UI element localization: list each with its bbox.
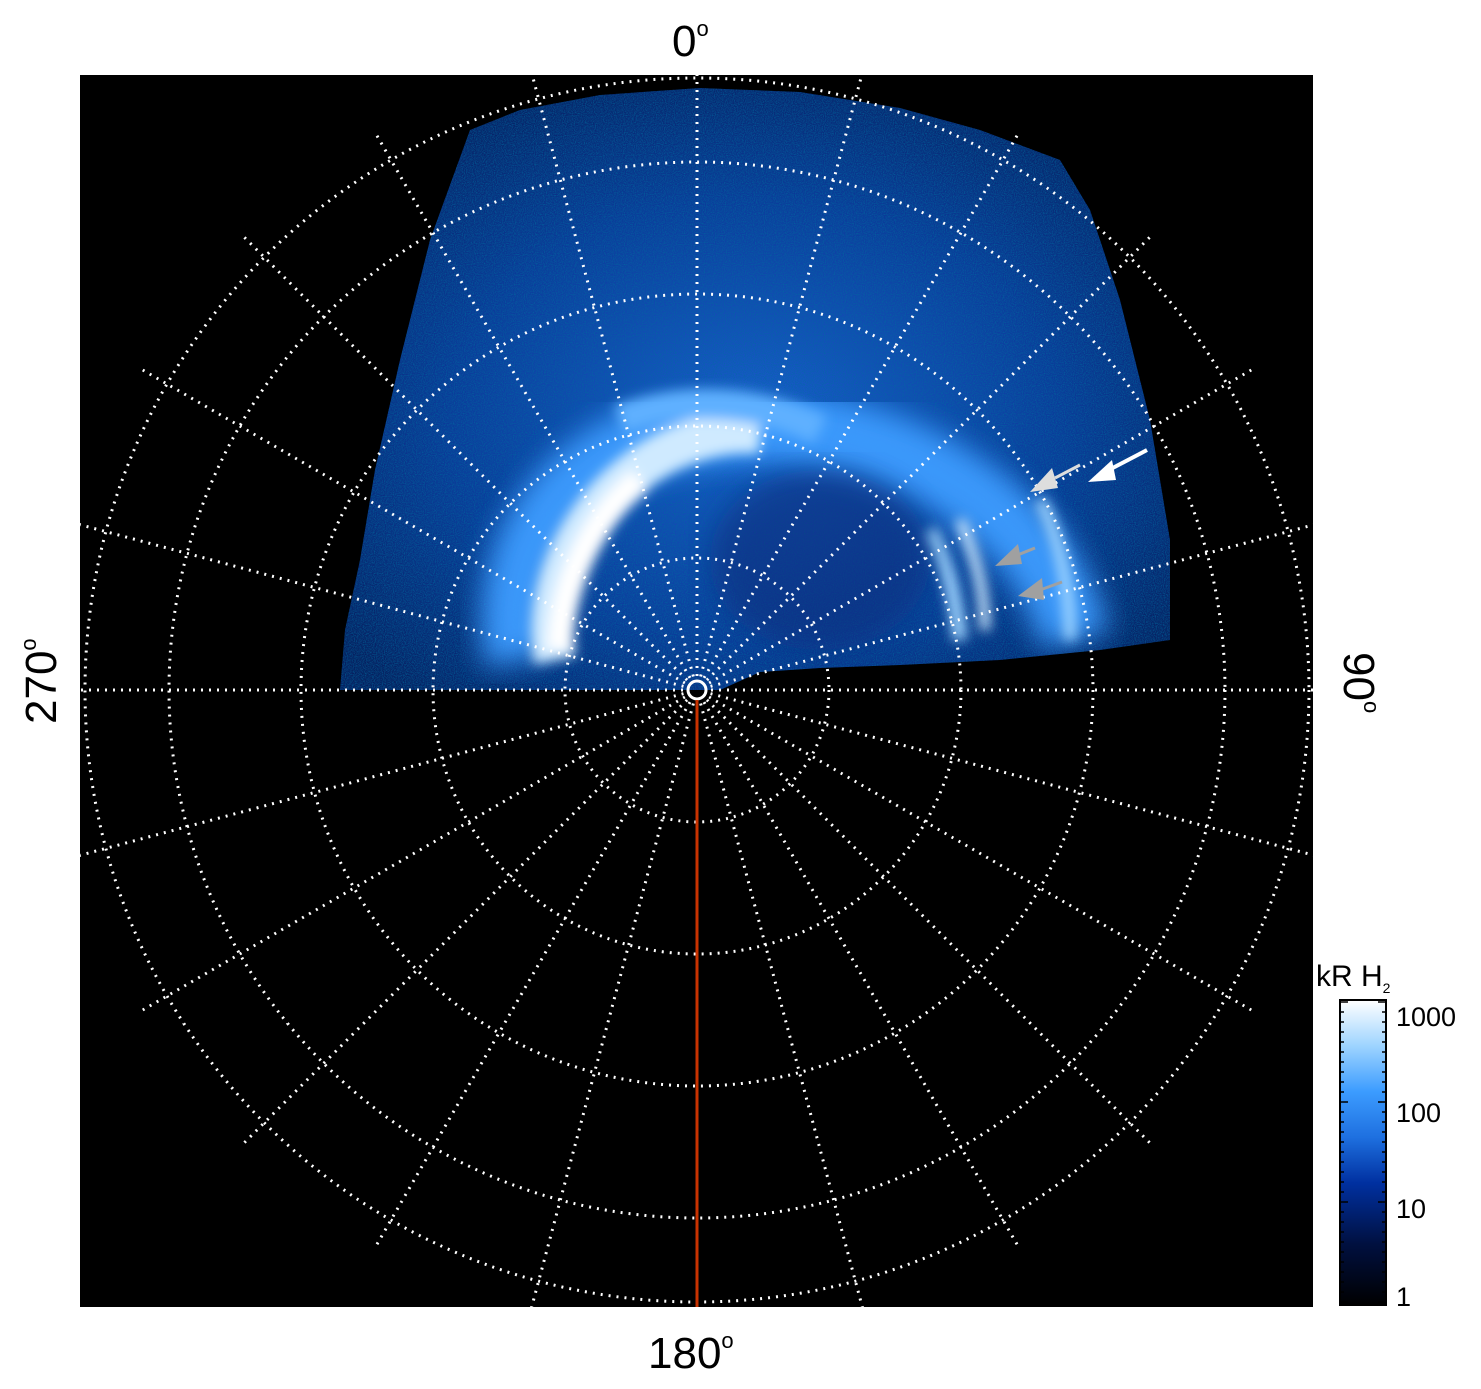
grid-spoke bbox=[530, 703, 695, 1307]
grid-spoke bbox=[80, 523, 684, 688]
grid-spoke bbox=[710, 692, 1313, 857]
grid-circle bbox=[563, 556, 831, 824]
grid-spoke bbox=[141, 695, 686, 1012]
grid-spoke bbox=[705, 236, 1151, 682]
colorbar-tick-label: 10 bbox=[1396, 1194, 1427, 1224]
grid-spoke bbox=[699, 703, 864, 1307]
arrow-grey-upper bbox=[995, 544, 1036, 566]
grid-circle bbox=[299, 292, 1095, 1088]
grid-spoke bbox=[708, 368, 1253, 685]
axis-label-top: 0o bbox=[672, 16, 709, 66]
grid-spoke bbox=[702, 134, 1019, 679]
grid-spoke bbox=[243, 236, 689, 682]
colorbar-tick-label: 1000 bbox=[1396, 1002, 1457, 1032]
grid-spoke bbox=[530, 75, 695, 677]
grid-spoke bbox=[699, 75, 864, 677]
arrow-white bbox=[1088, 448, 1148, 482]
grid-spoke bbox=[375, 701, 692, 1246]
grid-spoke bbox=[80, 692, 684, 857]
grid-spoke bbox=[710, 523, 1313, 688]
grid-spoke bbox=[708, 695, 1253, 1012]
grid-spoke bbox=[702, 701, 1019, 1246]
aurora-image bbox=[340, 88, 1170, 690]
axis-label-left: 270o bbox=[16, 638, 66, 724]
colorbar-title: kR H2 bbox=[1316, 960, 1391, 996]
arrow-grey-lower bbox=[1018, 578, 1063, 600]
colorbar bbox=[1339, 999, 1387, 1306]
colorbar-tick-label: 100 bbox=[1396, 1098, 1442, 1128]
colorbar-tick-label: 1 bbox=[1396, 1282, 1412, 1312]
colorbar-ticks bbox=[1340, 1001, 1386, 1303]
grid-spoke bbox=[141, 368, 686, 685]
axis-label-right: 90o bbox=[1334, 652, 1384, 714]
arrow-light-grey bbox=[1030, 463, 1081, 492]
pole-marker bbox=[686, 679, 708, 701]
grid-spoke bbox=[375, 134, 692, 679]
grid-spoke bbox=[243, 698, 689, 1144]
axis-label-bottom: 180o bbox=[648, 1328, 734, 1378]
grid-spoke bbox=[705, 698, 1151, 1144]
